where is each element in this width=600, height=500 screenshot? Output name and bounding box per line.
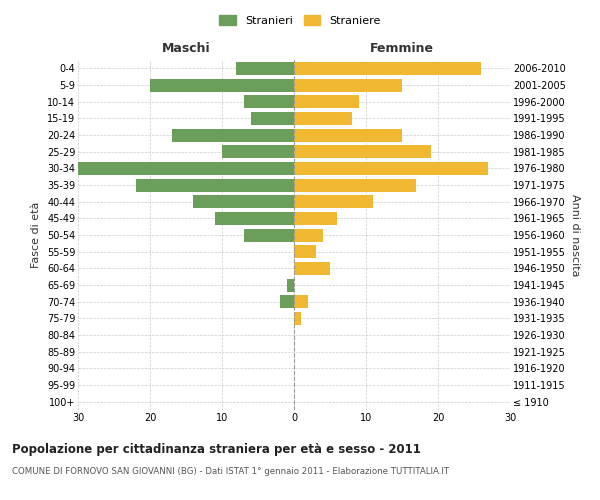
Bar <box>136 178 294 192</box>
Text: COMUNE DI FORNOVO SAN GIOVANNI (BG) - Dati ISTAT 1° gennaio 2011 - Elaborazione : COMUNE DI FORNOVO SAN GIOVANNI (BG) - Da… <box>12 468 449 476</box>
Bar <box>294 62 481 75</box>
Bar <box>294 262 330 275</box>
Bar <box>294 228 323 241</box>
Bar <box>294 112 352 125</box>
Bar <box>193 195 294 208</box>
Bar <box>287 278 294 291</box>
Bar <box>294 195 373 208</box>
Bar <box>294 128 402 141</box>
Bar <box>294 95 359 108</box>
Y-axis label: Fasce di età: Fasce di età <box>31 202 41 268</box>
Bar <box>222 145 294 158</box>
Bar <box>150 78 294 92</box>
Bar <box>294 295 308 308</box>
Bar <box>294 162 488 175</box>
Bar <box>236 62 294 75</box>
Bar <box>251 112 294 125</box>
Y-axis label: Anni di nascita: Anni di nascita <box>569 194 580 276</box>
Bar <box>244 95 294 108</box>
Bar <box>78 162 294 175</box>
Bar <box>294 245 316 258</box>
Bar <box>294 145 431 158</box>
Bar <box>280 295 294 308</box>
Text: Popolazione per cittadinanza straniera per età e sesso - 2011: Popolazione per cittadinanza straniera p… <box>12 442 421 456</box>
Text: Femmine: Femmine <box>370 42 434 55</box>
Bar <box>244 228 294 241</box>
Bar <box>294 212 337 225</box>
Bar <box>294 178 416 192</box>
Bar <box>294 78 402 92</box>
Text: Maschi: Maschi <box>161 42 211 55</box>
Legend: Stranieri, Straniere: Stranieri, Straniere <box>215 10 385 30</box>
Bar <box>215 212 294 225</box>
Bar <box>172 128 294 141</box>
Bar <box>294 312 301 325</box>
